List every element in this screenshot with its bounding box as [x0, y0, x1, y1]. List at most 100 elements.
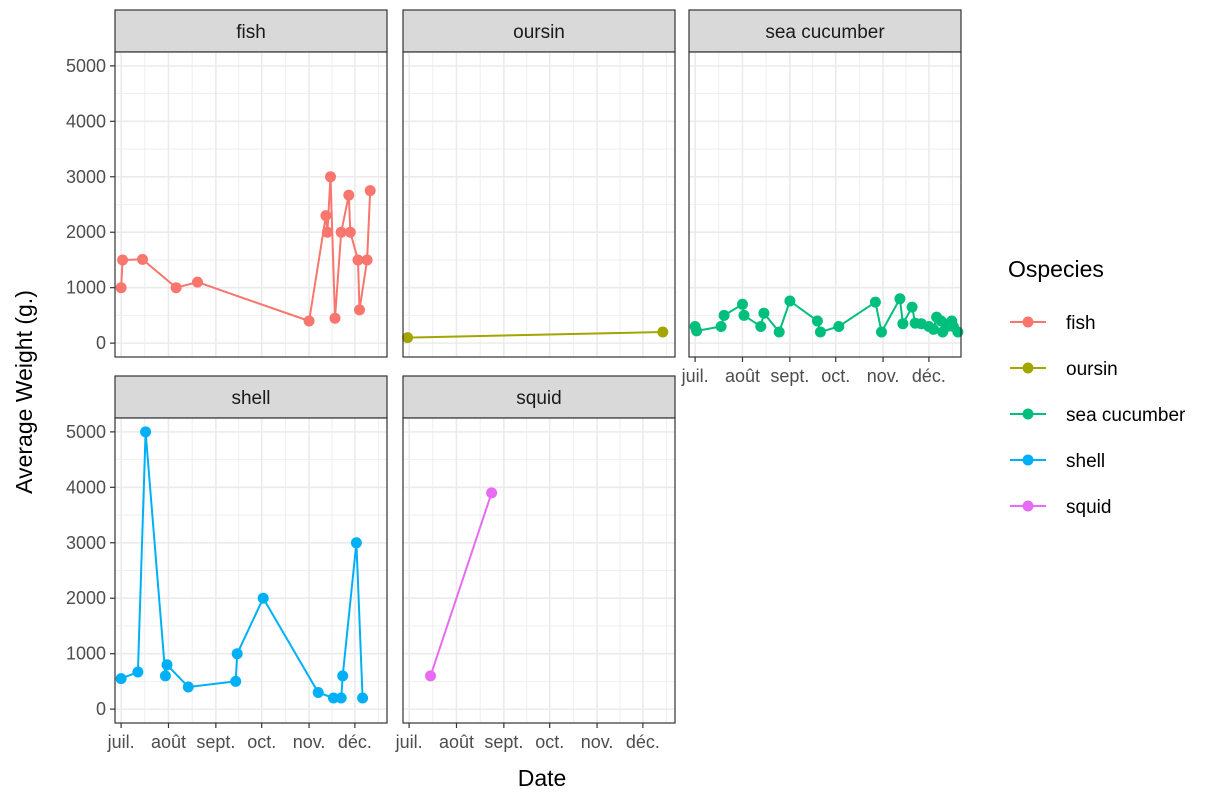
data-point — [869, 296, 881, 308]
facet-panel-squid: squid juil. août sept. oct. nov. déc. — [395, 375, 676, 752]
x-tick-label: juil. — [681, 366, 709, 386]
x-tick-label: sept. — [196, 732, 235, 752]
facet-strip-label: oursin — [513, 22, 565, 43]
facet-strip — [114, 9, 388, 53]
data-point — [773, 326, 785, 338]
data-point — [758, 307, 770, 319]
data-point — [257, 592, 269, 604]
legend-label: shell — [1066, 451, 1105, 472]
data-point — [343, 189, 355, 201]
x-tick-label: oct. — [535, 732, 564, 752]
x-tick-label: oct. — [247, 732, 276, 752]
legend-item-shell: shell — [1010, 451, 1105, 472]
legend-label: oursin — [1066, 359, 1118, 380]
y-tick-label: 0 — [96, 699, 106, 719]
y-axis-label: Average Weight (g.) — [11, 290, 37, 494]
panel-border — [114, 51, 388, 358]
y-tick-label: 4000 — [66, 111, 106, 131]
series-line-squid — [429, 492, 493, 677]
data-point — [425, 670, 436, 682]
x-tick-label: oct. — [821, 366, 850, 386]
legend-key-point — [1022, 454, 1034, 466]
data-point — [814, 326, 826, 338]
x-tick-label: août — [439, 732, 474, 752]
legend-key-point — [1022, 362, 1034, 374]
y-tick-label: 1000 — [66, 644, 106, 664]
data-point — [897, 318, 909, 330]
data-point — [894, 293, 906, 305]
data-point — [335, 692, 347, 704]
x-tick-label: juil. — [395, 732, 423, 752]
data-point — [335, 226, 347, 238]
x-tick-label: déc. — [338, 732, 372, 752]
data-point — [137, 253, 148, 265]
data-point — [738, 309, 750, 321]
facet-strip — [402, 375, 676, 419]
legend-item-oursin: oursin — [1010, 359, 1118, 380]
data-point — [320, 210, 332, 222]
y-tick-label: 3000 — [66, 533, 106, 553]
y-tick-label: 2000 — [66, 222, 106, 242]
x-tick-label: juil. — [107, 732, 135, 752]
data-point — [657, 326, 669, 338]
y-tick-label: 5000 — [66, 56, 106, 76]
data-point — [928, 323, 939, 335]
data-point — [350, 537, 362, 549]
data-point — [486, 487, 498, 499]
data-point — [784, 295, 796, 307]
legend-key-point — [1022, 408, 1034, 420]
data-point — [952, 326, 964, 338]
data-point — [329, 312, 341, 324]
data-point — [361, 254, 373, 266]
y-tick-label: 2000 — [66, 588, 106, 608]
panel-border — [402, 51, 676, 358]
data-point — [117, 254, 129, 266]
x-tick-label: août — [725, 366, 760, 386]
facet-strip-label: squid — [516, 388, 561, 409]
data-point — [321, 226, 333, 238]
data-point — [357, 692, 369, 704]
facet-panel-sea-cucumber: sea cucumber juil. août sept. oct. nov. déc. — [681, 9, 964, 386]
y-tick-label: 1000 — [66, 278, 106, 298]
data-point — [230, 675, 242, 687]
data-point — [691, 325, 703, 337]
data-point — [906, 301, 918, 313]
legend: Ospecies fish oursin sea cucumber shell squi… — [1008, 256, 1186, 518]
facet-strip — [402, 9, 676, 53]
facet-panel-shell: shell 0 1000 2000 3000 4000 5000 juil. août sept.… — [66, 375, 388, 752]
data-point — [352, 254, 364, 266]
legend-label: sea cucumber — [1066, 405, 1186, 426]
data-point — [132, 666, 144, 678]
facet-strip-label: sea cucumber — [765, 22, 885, 43]
legend-label: fish — [1066, 313, 1096, 334]
x-tick-label: nov. — [867, 366, 900, 386]
x-tick-label: déc. — [626, 732, 660, 752]
facet-strip — [688, 9, 962, 53]
x-axis-label: Date — [518, 765, 567, 791]
data-point — [192, 276, 203, 288]
data-point — [337, 670, 349, 682]
data-point — [718, 309, 730, 321]
data-point — [182, 681, 194, 693]
data-point — [303, 315, 315, 327]
facet-strip — [114, 375, 388, 419]
data-point — [325, 171, 336, 183]
data-point — [115, 673, 127, 685]
data-point — [755, 321, 767, 332]
x-tick-label: déc. — [912, 366, 946, 386]
legend-key-point — [1022, 500, 1034, 512]
panel-border — [114, 417, 388, 724]
data-point — [328, 692, 339, 704]
data-point — [161, 659, 173, 671]
x-tick-label: sept. — [770, 366, 809, 386]
data-point — [344, 226, 356, 238]
data-point — [364, 185, 376, 197]
legend-label: squid — [1066, 497, 1111, 518]
data-point — [159, 670, 171, 682]
facet-panel-fish: fish 0 1000 2000 3000 4000 5000 — [66, 9, 388, 358]
x-tick-label: août — [151, 732, 186, 752]
data-point — [737, 298, 748, 310]
x-tick-label: sept. — [484, 732, 523, 752]
